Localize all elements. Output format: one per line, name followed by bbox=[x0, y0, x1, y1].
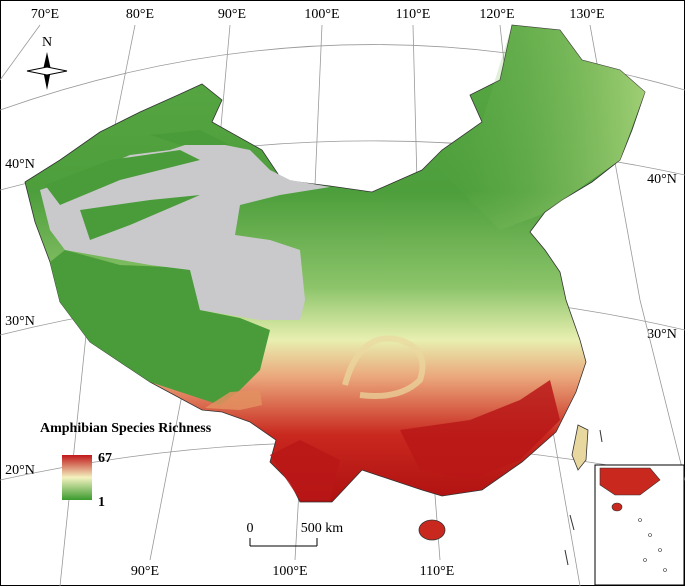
longitude-labels-top: 80°E bbox=[126, 7, 154, 22]
himalaya-south bbox=[205, 390, 262, 410]
latitude-labels-right: 30°N bbox=[647, 327, 677, 342]
no-data-region bbox=[40, 140, 330, 320]
latitude-labels-left: 40°N bbox=[5, 157, 35, 172]
northeast-shade bbox=[430, 25, 645, 230]
longitude-labels-top: 90°E bbox=[218, 7, 246, 22]
scale-end: 500 km bbox=[301, 521, 344, 536]
hainan bbox=[418, 519, 446, 541]
longitude-labels-top: 100°E bbox=[304, 7, 339, 22]
graticule-labels: 70°E 80°E 90°E 100°E 110°E 120°E 130°E 90°E 100°… bbox=[5, 7, 677, 579]
taiwan bbox=[571, 424, 589, 471]
longitude-labels-top: 130°E bbox=[569, 7, 604, 22]
legend-colorbar bbox=[62, 455, 92, 500]
longitude-labels-bottom: 90°E bbox=[131, 564, 159, 579]
inset-islands bbox=[638, 518, 667, 572]
latitude-labels-left: 30°N bbox=[5, 314, 35, 329]
legend-title: Amphibian Species Richness bbox=[40, 421, 212, 436]
hotspot bbox=[270, 380, 560, 500]
longitude-labels-bottom: 110°E bbox=[420, 564, 455, 579]
longitude-labels-bottom: 100°E bbox=[272, 564, 307, 579]
longitude-labels-top: 120°E bbox=[479, 7, 514, 22]
sichuan-basin bbox=[342, 335, 426, 399]
legend-min: 1 bbox=[98, 495, 105, 510]
latitude-labels-left: 20°N bbox=[5, 463, 35, 478]
legend-max: 67 bbox=[98, 451, 112, 466]
inset-land bbox=[599, 467, 661, 496]
north-arrow: N bbox=[26, 35, 68, 90]
scale-bar bbox=[249, 538, 318, 547]
basin-green bbox=[45, 130, 230, 240]
inset-island bbox=[611, 502, 623, 512]
scale-start: 0 bbox=[247, 521, 254, 536]
longitude-labels-top: 70°E bbox=[31, 7, 59, 22]
north-label: N bbox=[42, 35, 52, 50]
south-sea-dashes bbox=[564, 429, 603, 566]
tibet-region bbox=[50, 250, 270, 405]
longitude-labels-top: 110°E bbox=[396, 7, 431, 22]
latitude-labels-right: 40°N bbox=[647, 172, 677, 187]
